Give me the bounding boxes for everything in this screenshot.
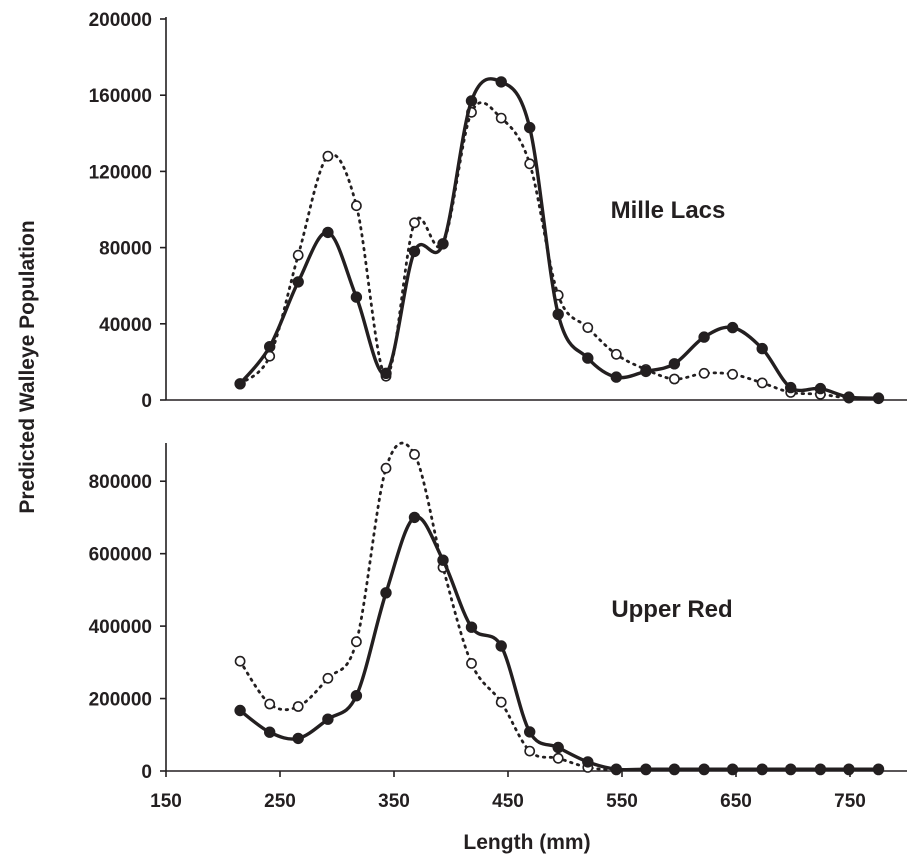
data-point-open [322,150,334,162]
data-point-filled [234,378,246,390]
data-point-open [350,200,362,212]
data-point-filled [668,763,681,775]
data-point-filled [408,511,421,524]
data-point-open [292,249,304,261]
data-point-filled [437,554,449,566]
data-point-filled [726,321,739,334]
data-point-filled [610,371,622,383]
data-point-filled [785,381,797,394]
data-point-open [524,158,536,170]
data-point-open [380,462,392,474]
series-line-filled-markers [238,515,881,772]
y-tick-label: 200000 [89,690,152,711]
x-axis-title: Length (mm) [463,831,590,854]
data-point-open [495,696,507,708]
data-point-open [409,448,420,460]
data-point-open [669,373,680,385]
y-tick-label: 600000 [89,545,152,566]
data-point-filled [698,331,710,343]
data-point-open [582,322,594,333]
data-point-filled [322,713,334,725]
data-point-filled [726,763,739,775]
data-point-filled [843,763,855,775]
x-tick-label: 750 [834,791,866,812]
data-point-open [552,752,564,764]
data-point-filled [350,690,363,702]
series-line-open-markers [238,441,880,772]
panel-label: Mille Lacs [611,197,726,224]
data-point-filled [264,341,276,353]
panel-upper-red: 0 200000 400000 600000 800000 150 250 350 450 550… [89,441,907,812]
data-point-filled [582,352,594,364]
data-point-filled [234,704,246,717]
data-point-open [322,672,334,684]
data-point-filled [495,76,507,88]
series-line-open-markers [238,101,880,401]
y-tick-label: 0 [141,391,152,412]
data-point-filled [495,640,507,652]
data-point-open [466,658,477,669]
data-point-open [292,701,304,712]
data-point-open [234,655,246,667]
y-tick-label: 0 [141,762,152,783]
data-point-open [698,367,710,379]
data-point-filled [264,726,276,738]
data-point-filled [872,763,885,775]
data-point-filled [843,391,855,403]
y-tick-label: 40000 [99,315,152,336]
y-tick-label: 120000 [89,162,152,183]
y-axis-title: Predicted Walleye Population [16,220,39,513]
data-point-filled [408,245,421,258]
data-point-filled [292,732,304,745]
y-tick-label: 200000 [89,10,152,31]
data-point-filled [292,276,304,288]
data-point-filled [814,763,827,775]
data-point-filled [380,367,392,379]
y-tick-label: 80000 [99,239,152,260]
data-point-filled [552,741,564,754]
panel-label: Upper Red [611,596,732,623]
y-tick-label: 400000 [89,617,152,638]
data-point-filled [380,587,392,599]
data-point-filled [640,365,652,378]
series-line-filled-markers [238,77,881,400]
x-tick-label: 150 [150,791,182,812]
data-point-open [610,348,622,360]
data-point-filled [524,726,536,738]
data-point-filled [350,291,363,303]
data-point-filled [465,95,478,107]
data-point-open [409,217,420,229]
data-point-filled [785,763,797,775]
data-point-filled [814,382,827,395]
x-tick-label: 650 [720,791,752,812]
y-tick-label: 800000 [89,472,152,493]
data-point-filled [756,342,768,355]
data-point-filled [872,392,885,404]
panel-mille-lacs: 0 40000 80000 120000 160000 200000 Mille Lacs [89,10,907,412]
data-point-filled [465,621,478,633]
data-point-filled [552,308,564,320]
data-point-open [264,698,276,710]
data-point-filled [610,763,622,775]
data-point-open [495,112,507,124]
data-point-filled [756,763,768,775]
data-point-filled [524,121,536,134]
data-point-open [524,745,536,757]
data-point-filled [640,763,652,775]
data-point-open [756,377,768,389]
x-tick-label: 450 [492,791,524,812]
data-point-filled [322,226,334,239]
data-point-filled [582,756,594,768]
x-tick-label: 350 [378,791,410,812]
data-point-open [350,636,362,648]
x-tick-label: 250 [264,791,296,812]
y-tick-label: 160000 [89,86,152,107]
data-point-open [727,368,738,380]
data-point-filled [437,238,449,250]
x-tick-label: 550 [606,791,638,812]
data-point-filled [668,358,681,370]
data-point-filled [698,763,710,775]
